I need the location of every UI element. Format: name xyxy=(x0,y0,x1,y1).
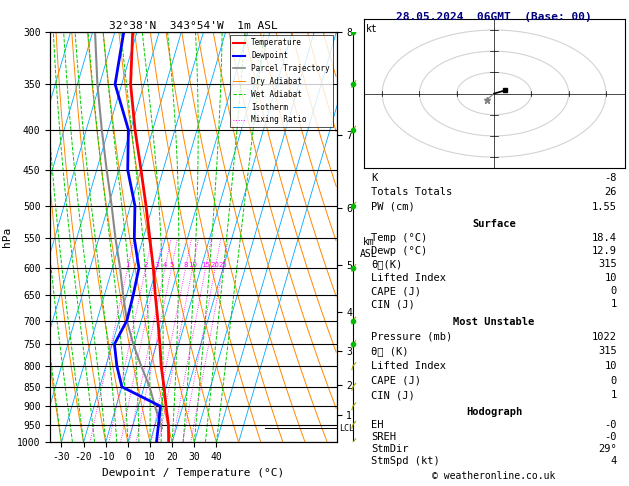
Text: Hodograph: Hodograph xyxy=(466,407,522,417)
Text: 1022: 1022 xyxy=(592,332,617,342)
Text: 1.55: 1.55 xyxy=(592,202,617,212)
Text: 20: 20 xyxy=(211,262,220,268)
Text: 28.05.2024  06GMT  (Base: 00): 28.05.2024 06GMT (Base: 00) xyxy=(396,12,592,22)
Text: Most Unstable: Most Unstable xyxy=(454,317,535,327)
Text: CAPE (J): CAPE (J) xyxy=(371,376,421,385)
Text: 1: 1 xyxy=(611,299,617,310)
Text: -8: -8 xyxy=(604,173,617,183)
Text: EH: EH xyxy=(371,420,384,430)
Text: kt: kt xyxy=(366,24,378,34)
Text: Temp (°C): Temp (°C) xyxy=(371,233,428,243)
Text: CIN (J): CIN (J) xyxy=(371,299,415,310)
Text: SREH: SREH xyxy=(371,432,396,442)
Text: 4: 4 xyxy=(163,262,167,268)
Text: LCL: LCL xyxy=(340,424,354,433)
Text: 315: 315 xyxy=(598,347,617,356)
Text: θᴄ (K): θᴄ (K) xyxy=(371,347,409,356)
X-axis label: Dewpoint / Temperature (°C): Dewpoint / Temperature (°C) xyxy=(103,468,284,478)
Text: Lifted Index: Lifted Index xyxy=(371,361,447,371)
Text: 25: 25 xyxy=(218,262,227,268)
Text: Lifted Index: Lifted Index xyxy=(371,273,447,283)
Text: 3: 3 xyxy=(155,262,159,268)
Text: -0: -0 xyxy=(604,432,617,442)
Text: CAPE (J): CAPE (J) xyxy=(371,286,421,296)
Y-axis label: km
ASL: km ASL xyxy=(360,237,377,259)
Text: 12.9: 12.9 xyxy=(592,246,617,256)
Text: © weatheronline.co.uk: © weatheronline.co.uk xyxy=(432,471,556,481)
Text: θᴄ(K): θᴄ(K) xyxy=(371,260,403,269)
Text: StmDir: StmDir xyxy=(371,444,409,454)
Text: 2: 2 xyxy=(143,262,148,268)
Text: Surface: Surface xyxy=(472,219,516,229)
Text: 10: 10 xyxy=(188,262,197,268)
Text: Pressure (mb): Pressure (mb) xyxy=(371,332,453,342)
Text: 315: 315 xyxy=(598,260,617,269)
Legend: Temperature, Dewpoint, Parcel Trajectory, Dry Adiabat, Wet Adiabat, Isotherm, Mi: Temperature, Dewpoint, Parcel Trajectory… xyxy=(230,35,333,127)
Text: 26: 26 xyxy=(604,188,617,197)
Text: 5: 5 xyxy=(169,262,174,268)
Y-axis label: hPa: hPa xyxy=(1,227,11,247)
Title: 32°38'N  343°54'W  1m ASL: 32°38'N 343°54'W 1m ASL xyxy=(109,21,278,31)
Text: Dewp (°C): Dewp (°C) xyxy=(371,246,428,256)
Text: 0: 0 xyxy=(611,286,617,296)
Text: 4: 4 xyxy=(611,456,617,467)
Text: 0: 0 xyxy=(611,376,617,385)
Text: 15: 15 xyxy=(201,262,210,268)
Text: 1: 1 xyxy=(125,262,130,268)
Text: CIN (J): CIN (J) xyxy=(371,390,415,400)
Text: 10: 10 xyxy=(604,361,617,371)
Text: 29°: 29° xyxy=(598,444,617,454)
Text: 1: 1 xyxy=(611,390,617,400)
Text: 18.4: 18.4 xyxy=(592,233,617,243)
Text: StmSpd (kt): StmSpd (kt) xyxy=(371,456,440,467)
Text: 8: 8 xyxy=(184,262,188,268)
Text: PW (cm): PW (cm) xyxy=(371,202,415,212)
Text: -0: -0 xyxy=(604,420,617,430)
Text: Totals Totals: Totals Totals xyxy=(371,188,453,197)
Text: 10: 10 xyxy=(604,273,617,283)
Text: K: K xyxy=(371,173,377,183)
